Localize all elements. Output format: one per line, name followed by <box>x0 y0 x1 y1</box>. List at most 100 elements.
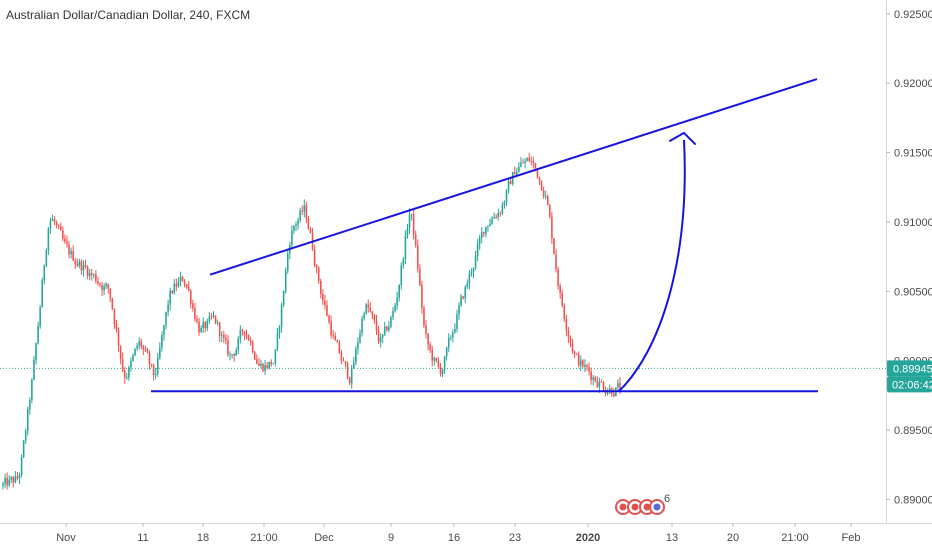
candle <box>549 203 551 219</box>
candle <box>68 240 70 259</box>
candle <box>476 239 479 262</box>
candle <box>421 280 423 314</box>
candle <box>35 342 37 365</box>
candle <box>357 337 359 355</box>
candle <box>208 312 211 325</box>
candle <box>350 364 353 389</box>
time-axis[interactable]: Nov 11 18 21:00 Dec 9 16 23 2020 13 20 21:00 Feb <box>56 523 860 544</box>
candle <box>505 189 508 206</box>
candle <box>317 266 320 284</box>
candle <box>520 157 522 168</box>
time-tick-label: 20 <box>727 532 739 544</box>
candle <box>163 324 165 341</box>
candle <box>340 350 343 365</box>
projection-curve <box>618 139 686 392</box>
candle <box>441 368 444 378</box>
candle <box>119 345 122 365</box>
candle <box>507 177 510 194</box>
candle <box>177 277 180 288</box>
candle <box>204 321 207 333</box>
candle <box>584 359 586 373</box>
candle <box>577 351 580 368</box>
candle <box>561 289 564 308</box>
candle <box>470 268 473 277</box>
candle <box>489 218 491 227</box>
candle <box>348 376 351 386</box>
event-flag-icon[interactable] <box>615 499 631 515</box>
event-flag-icon[interactable] <box>649 499 665 515</box>
candle <box>128 365 130 381</box>
candle <box>8 475 10 488</box>
candle <box>592 374 594 386</box>
candle <box>334 332 337 341</box>
candle <box>212 311 215 319</box>
candle <box>97 276 99 286</box>
price-tick-label: 0.92500 <box>894 9 932 21</box>
candle <box>305 201 308 224</box>
candle <box>99 282 101 288</box>
candle <box>571 338 574 354</box>
candle <box>353 356 355 369</box>
candle <box>414 230 417 248</box>
candle <box>24 428 27 445</box>
candle <box>538 176 541 186</box>
candle <box>480 227 483 244</box>
time-tick-label: 2020 <box>576 532 600 544</box>
candle <box>530 156 533 166</box>
candle <box>196 315 198 324</box>
candle <box>4 473 6 488</box>
candle <box>159 342 161 360</box>
candle <box>433 356 436 366</box>
candle <box>328 314 330 325</box>
candle <box>241 328 244 336</box>
candle <box>396 291 398 310</box>
candle <box>478 234 481 250</box>
candle <box>315 263 318 274</box>
candle <box>336 339 339 343</box>
candle <box>447 333 450 353</box>
candle <box>386 325 388 332</box>
candle <box>179 271 182 287</box>
candle <box>497 208 500 221</box>
candle <box>123 367 126 384</box>
last-price-value: 0.89945 <box>893 363 932 375</box>
events-markers[interactable]: 6 <box>615 493 670 515</box>
price-tick-label: 0.92000 <box>894 78 932 90</box>
candle <box>16 471 19 481</box>
chart-title: Australian Dollar/Canadian Dollar, 240, … <box>6 8 250 22</box>
candle <box>66 235 68 248</box>
candle <box>64 234 66 244</box>
candle <box>220 331 223 343</box>
candle <box>394 302 396 313</box>
candle <box>189 288 192 309</box>
candle <box>516 167 518 175</box>
candle <box>429 341 431 354</box>
candle <box>276 328 279 351</box>
candle <box>57 224 60 230</box>
candle <box>26 406 29 436</box>
candle <box>462 295 464 300</box>
candle <box>402 257 405 269</box>
candle <box>330 315 332 339</box>
time-tick-label: 21:00 <box>250 532 278 544</box>
candle <box>553 237 555 255</box>
resistance-trendline <box>209 78 818 276</box>
event-flag-icon[interactable] <box>627 499 643 515</box>
candle <box>392 307 394 320</box>
candle <box>322 289 324 305</box>
candle <box>222 330 225 344</box>
candle <box>132 353 134 362</box>
candle <box>600 379 603 383</box>
candle <box>511 171 514 186</box>
candle <box>88 268 91 281</box>
candle <box>14 471 17 484</box>
candle <box>499 211 502 217</box>
candle <box>156 352 159 377</box>
candle <box>92 273 95 279</box>
candle <box>214 315 217 325</box>
candle <box>76 258 79 268</box>
candle <box>439 363 442 377</box>
candle <box>140 338 143 350</box>
candle <box>445 346 448 361</box>
